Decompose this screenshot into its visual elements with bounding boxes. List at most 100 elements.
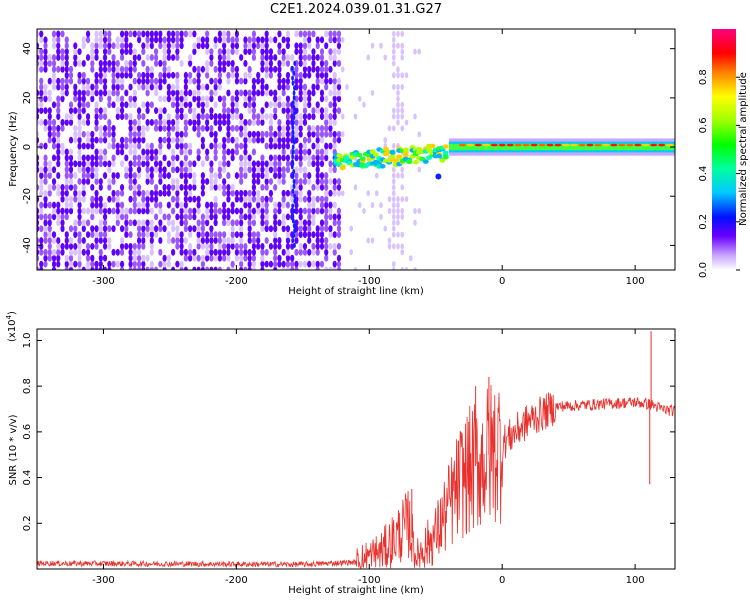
heatmap-cell: [251, 42, 257, 50]
heatmap-cell: [90, 42, 95, 50]
heatmap-cell: [98, 160, 103, 168]
heatmap-cell: [379, 213, 383, 220]
heatmap-cell: [538, 143, 546, 147]
heatmap-cell: [234, 89, 240, 97]
heatmap-cell: [226, 160, 231, 168]
heatmap-cell: [260, 130, 265, 138]
heatmap-cell: [85, 30, 91, 38]
heatmap-cell: [73, 95, 78, 103]
heatmap-cell: [277, 207, 282, 215]
heatmap-cell: [396, 202, 400, 209]
snr-xlabel: Height of straight line (km): [288, 585, 424, 596]
heatmap-cell: [183, 77, 188, 85]
heatmap-cell: [234, 231, 240, 238]
heatmap-cell: [324, 124, 329, 132]
heatmap-cell: [128, 160, 133, 168]
heatmap-cell: [247, 213, 252, 221]
heatmap-cell: [332, 231, 337, 238]
heatmap-cell: [64, 54, 69, 61]
heatmap-cell: [336, 260, 342, 268]
heatmap-cell: [273, 130, 278, 138]
heatmap-cell: [226, 48, 231, 56]
heatmap-cell: [336, 178, 342, 185]
heatmap-cell: [149, 178, 154, 185]
heatmap-cell: [379, 42, 383, 49]
heatmap-cell: [285, 101, 291, 109]
heatmap-cell: [391, 172, 396, 179]
heatmap-cell: [294, 266, 299, 270]
heatmap-cell: [94, 77, 99, 85]
heatmap-cell: [234, 30, 240, 38]
heatmap-cell: [77, 124, 82, 132]
heatmap-cell: [73, 242, 78, 250]
heatmap-cell: [192, 113, 197, 120]
heatmap-cell: [179, 113, 184, 120]
heatmap-cell: [315, 178, 320, 185]
heatmap-cell: [293, 198, 297, 204]
heatmap-cell: [200, 83, 205, 91]
heatmap-cell: [128, 242, 133, 250]
heatmap-cell: [43, 195, 48, 203]
heatmap-cell: [268, 142, 274, 150]
heatmap-cell: [292, 208, 296, 214]
heatmap-cell: [277, 160, 282, 168]
heatmap-cell: [90, 213, 95, 221]
heatmap-cell: [324, 195, 329, 203]
x-tick-label: 100: [626, 276, 645, 287]
heatmap-cell: [90, 242, 95, 250]
heatmap-cell: [141, 124, 146, 132]
heatmap-cell: [243, 148, 248, 156]
heatmap-cell: [391, 113, 396, 120]
heatmap-cell: [128, 254, 133, 262]
heatmap-cell: [60, 60, 65, 67]
heatmap-cell: [200, 142, 205, 150]
heatmap-cell: [307, 231, 312, 238]
heatmap-cell: [586, 143, 594, 147]
heatmap-cell: [281, 154, 286, 162]
heatmap-cell: [315, 54, 320, 61]
heatmap-cell: [94, 42, 99, 50]
heatmap-cell: [68, 101, 74, 109]
heatmap-cell: [307, 201, 312, 209]
heatmap-cell: [328, 242, 333, 250]
heatmap-cell: [124, 71, 129, 79]
heatmap-cell: [37, 242, 40, 250]
heatmap-cell: [119, 260, 125, 268]
heatmap-cell: [277, 42, 282, 50]
heatmap-cell: [222, 207, 227, 215]
heatmap-cell: [256, 195, 261, 203]
heatmap-cell: [192, 124, 197, 132]
heatmap-cell: [132, 160, 137, 168]
y-tick-label: 0: [22, 144, 33, 150]
heatmap-cell: [47, 166, 52, 174]
heatmap-cell: [158, 248, 163, 256]
heatmap-cell: [60, 95, 65, 103]
heatmap-cell: [247, 219, 252, 227]
heatmap-cell: [145, 30, 150, 38]
heatmap-cell: [302, 119, 308, 126]
heatmap-cell: [264, 101, 269, 109]
heatmap-cell: [396, 84, 400, 91]
heatmap-cell: [222, 231, 227, 238]
heatmap-cell: [256, 166, 261, 174]
heatmap-cell: [324, 142, 329, 150]
heatmap-cell: [328, 36, 333, 44]
heatmap-cell: [307, 195, 312, 203]
heatmap-cell: [281, 130, 286, 138]
heatmap-cell: [111, 260, 116, 268]
heatmap-cell: [81, 207, 86, 215]
heatmap-cell: [217, 166, 222, 174]
heatmap-cell: [98, 42, 103, 50]
heatmap-cell: [336, 95, 342, 103]
heatmap-cell: [239, 154, 244, 162]
heatmap-cell: [128, 65, 133, 73]
heatmap-cell: [213, 83, 218, 91]
heatmap-cell: [102, 148, 108, 156]
heatmap-cell: [213, 219, 218, 227]
heatmap-cell: [179, 219, 184, 227]
heatmap-cell: [332, 113, 337, 120]
heatmap-cell: [37, 136, 40, 144]
heatmap-cell: [158, 107, 163, 115]
heatmap-cell: [222, 42, 227, 50]
heatmap-cell: [324, 266, 329, 270]
